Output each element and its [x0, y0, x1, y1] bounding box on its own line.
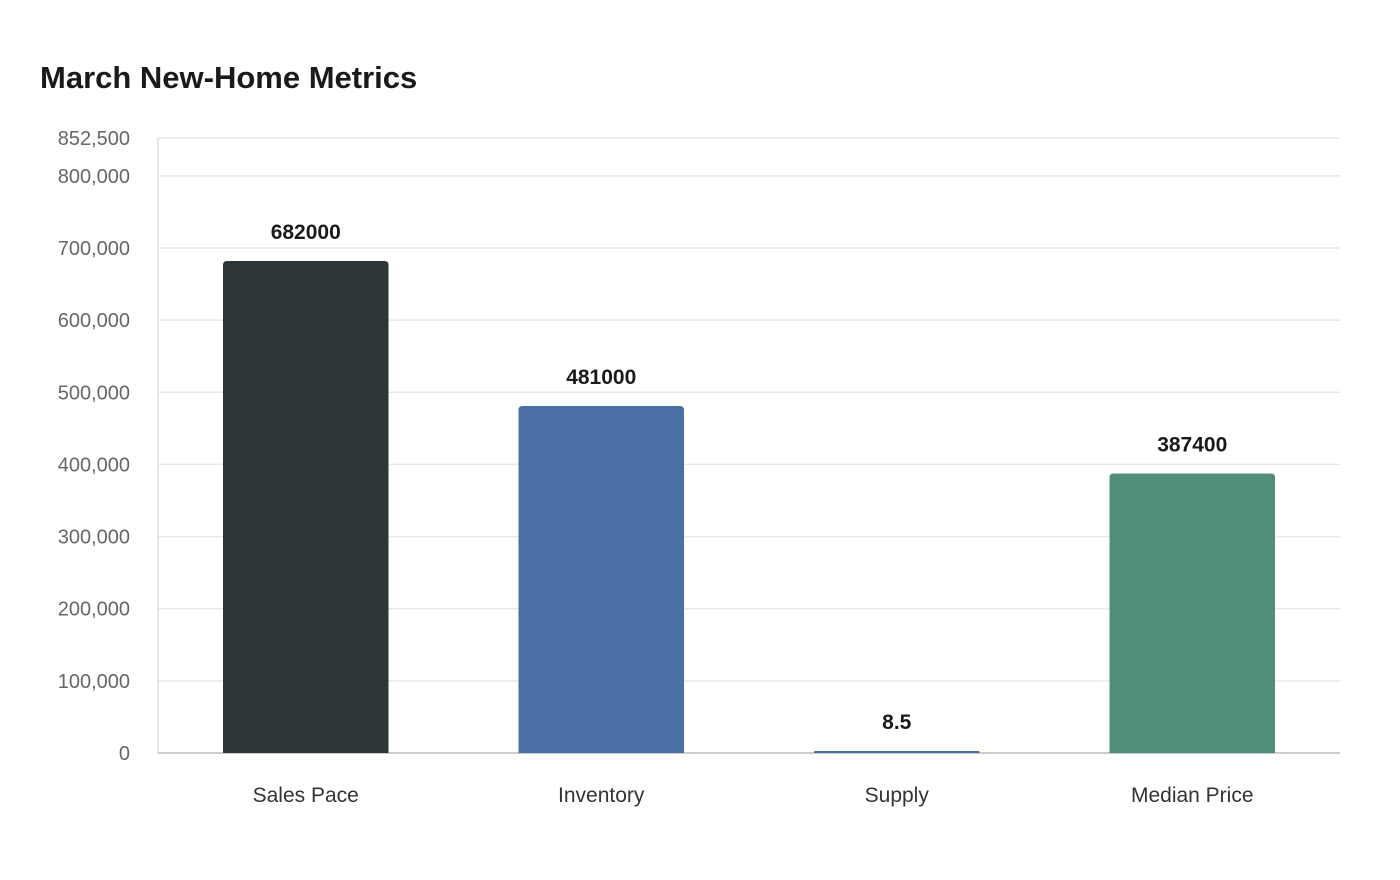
y-tick-label: 852,500 [58, 128, 130, 150]
data-label: 682000 [271, 221, 341, 244]
y-tick-label: 400,000 [58, 454, 130, 476]
x-category-label: Inventory [558, 784, 645, 807]
y-tick-label: 700,000 [58, 238, 130, 260]
x-category-label: Supply [865, 784, 930, 807]
x-category-label: Sales Pace [253, 784, 359, 807]
y-axis-ticks: 0 100,000 200,000 300,000 400,000 500,000 600,… [58, 128, 130, 765]
y-tick-label: 500,000 [58, 382, 130, 404]
y-tick-label: 600,000 [58, 310, 130, 332]
chart-title: March New-Home Metrics [40, 60, 418, 95]
y-tick-label: 100,000 [58, 671, 130, 693]
data-labels: 682000 481000 8.5 387400 [271, 221, 1228, 734]
data-label: 8.5 [882, 711, 912, 734]
y-tick-label: 0 [119, 743, 130, 765]
bar [1109, 473, 1275, 753]
x-axis-categories: Sales Pace Inventory Supply Median Price [253, 784, 1254, 807]
bar [814, 751, 980, 753]
bars [223, 261, 1275, 753]
data-label: 481000 [566, 366, 636, 389]
y-tick-label: 800,000 [58, 166, 130, 188]
y-tick-label: 300,000 [58, 527, 130, 549]
x-category-label: Median Price [1131, 784, 1254, 807]
bar [223, 261, 389, 753]
data-label: 387400 [1157, 434, 1227, 457]
y-tick-label: 200,000 [58, 599, 130, 621]
bar [518, 406, 684, 753]
